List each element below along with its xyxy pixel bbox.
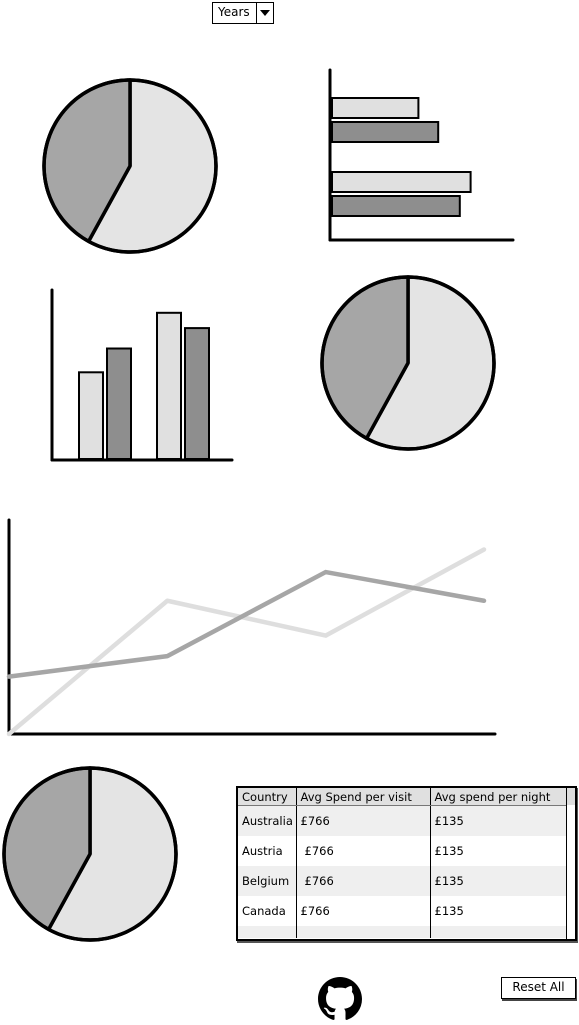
pie-outline <box>320 275 496 451</box>
table-row[interactable]: Belgium £766 £135 <box>238 866 568 896</box>
years-dropdown-label: Years <box>213 3 257 23</box>
vertical-bar-chart[interactable] <box>47 288 237 464</box>
table-row[interactable]: Canada £766 £135 <box>238 896 568 926</box>
bar <box>331 195 461 217</box>
bar <box>78 371 104 460</box>
country-spend-table[interactable]: Country Avg Spend per visit Avg spend pe… <box>236 786 577 941</box>
bar <box>184 327 210 460</box>
table-cell <box>295 926 430 938</box>
bar <box>106 347 132 460</box>
table-cell: £135 <box>429 866 568 896</box>
line-series <box>6 547 487 737</box>
bar <box>331 97 420 119</box>
data-table: Country Avg Spend per visit Avg spend pe… <box>238 788 568 938</box>
bar <box>331 121 440 143</box>
table-cell <box>238 926 296 938</box>
table-cell: £766 <box>295 805 430 836</box>
reset-all-button[interactable]: Reset All <box>501 977 576 999</box>
table-row[interactable]: Austria £766 £135 <box>238 836 568 866</box>
table-cell: Austria <box>242 844 283 858</box>
years-dropdown[interactable]: Years <box>212 2 274 24</box>
github-icon[interactable] <box>318 977 362 1021</box>
line-series <box>6 569 487 679</box>
pie-outline <box>2 766 178 942</box>
column-header-country[interactable]: Country <box>238 788 296 806</box>
bar <box>331 171 472 193</box>
scrollbar-thumb[interactable] <box>567 788 575 805</box>
table-row[interactable]: Australia £766 £135 <box>238 805 568 836</box>
pie-chart-top[interactable] <box>40 76 220 256</box>
table-cell: £135 <box>429 896 568 926</box>
table-cell: £135 <box>429 836 568 866</box>
chevron-down-icon[interactable] <box>257 3 273 23</box>
pie-chart-middle[interactable] <box>318 273 498 453</box>
column-header-avg-spend-visit[interactable]: Avg Spend per visit <box>295 788 430 806</box>
pie-outline <box>42 78 218 254</box>
table-cell: £766 <box>295 836 430 866</box>
table-row[interactable] <box>238 926 568 938</box>
table-scrollbar[interactable] <box>566 788 575 939</box>
table-cell: Canada <box>242 904 286 918</box>
table-cell: £766 <box>295 866 430 896</box>
table-header-row: Country Avg Spend per visit Avg spend pe… <box>238 788 568 806</box>
table-cell: £135 <box>429 805 568 836</box>
pie-chart-bottom[interactable] <box>0 764 180 944</box>
line-chart[interactable] <box>4 518 498 738</box>
table-cell <box>429 926 568 938</box>
horizontal-bar-chart[interactable] <box>325 68 515 244</box>
bar <box>156 311 182 460</box>
column-header-avg-spend-night[interactable]: Avg spend per night <box>429 788 568 806</box>
table-cell: £766 <box>295 896 430 926</box>
table-cell: Belgium <box>238 866 296 896</box>
table-cell: Australia <box>238 805 296 836</box>
